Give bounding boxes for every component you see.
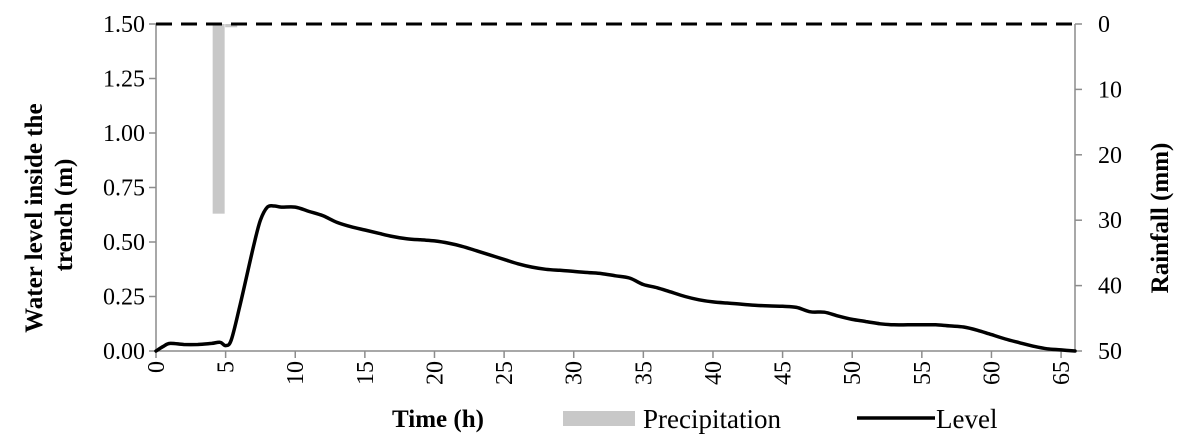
x-tick-label: 30 bbox=[562, 361, 588, 385]
y-tick-label: 1.00 bbox=[103, 121, 145, 147]
y-tick-label: 1.25 bbox=[103, 67, 145, 93]
y-tick-label: 0.25 bbox=[103, 285, 145, 311]
y-tick-label: 0.75 bbox=[103, 176, 145, 202]
ticks: 0.00 0.25 0.50 0.75 1.00 1.25 1.50 0 10 20 30 40 50 0… bbox=[103, 12, 1122, 385]
y2-tick-label: 30 bbox=[1098, 208, 1122, 234]
y2-tick-label: 10 bbox=[1098, 77, 1122, 103]
x-axis-title: Time (h) bbox=[392, 406, 484, 433]
y-axis-title-line-1: Water level inside the bbox=[21, 103, 48, 332]
x-tick-label: 10 bbox=[283, 361, 309, 385]
x-tick-label: 15 bbox=[353, 361, 379, 385]
legend: Precipitation Level bbox=[563, 404, 997, 434]
legend-level-label: Level bbox=[936, 404, 997, 434]
x-tick-label: 35 bbox=[631, 361, 657, 385]
x-tick-label: 65 bbox=[1049, 361, 1075, 385]
axes bbox=[155, 24, 1076, 352]
x-tick-label: 25 bbox=[492, 361, 518, 385]
precipitation-bars bbox=[212, 24, 238, 214]
x-tick-label: 40 bbox=[701, 361, 727, 385]
y2-axis-title: Rainfall (mm) bbox=[1147, 143, 1174, 294]
y-tick-label: 0.50 bbox=[103, 230, 145, 256]
x-tick-label: 0 bbox=[144, 361, 170, 373]
legend-precipitation-label: Precipitation bbox=[643, 404, 781, 434]
x-tick-label: 55 bbox=[910, 361, 936, 385]
y-tick-label: 0.00 bbox=[103, 339, 145, 365]
precipitation-bar bbox=[212, 24, 225, 214]
level-line bbox=[154, 203, 1077, 353]
x-tick-label: 20 bbox=[422, 361, 448, 385]
legend-precipitation-swatch bbox=[563, 411, 635, 426]
y-axis-title: Water level inside the trench (m) bbox=[21, 97, 78, 333]
y2-tick-label: 20 bbox=[1098, 143, 1122, 169]
y-axis-title-line-2: trench (m) bbox=[51, 159, 78, 272]
precipitation-bar bbox=[225, 24, 238, 28]
x-tick-label: 45 bbox=[771, 361, 797, 385]
y2-tick-label: 40 bbox=[1098, 274, 1122, 300]
y-tick-label: 1.50 bbox=[103, 12, 145, 38]
y2-tick-label: 0 bbox=[1098, 12, 1110, 38]
x-tick-label: 60 bbox=[979, 361, 1005, 385]
x-tick-label: 50 bbox=[840, 361, 866, 385]
x-tick-label: 5 bbox=[214, 361, 240, 373]
y2-tick-label: 50 bbox=[1098, 339, 1122, 365]
